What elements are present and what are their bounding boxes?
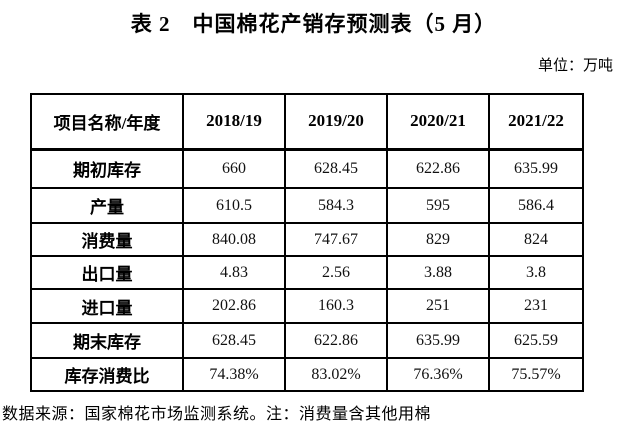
data-cell: 586.4 [488,187,584,224]
data-cell: 747.67 [284,222,388,257]
data-source-note: 数据来源：国家棉花市场监测系统。注：消费量含其他用棉 [2,406,432,423]
data-cell: 610.5 [182,187,286,224]
header-cell-year-2021-22: 2021/22 [488,93,584,151]
data-cell: 584.3 [284,187,388,224]
row-label: 期末库存 [30,322,184,359]
table-row-consumption: 消费量 840.08 747.67 829 824 [30,222,584,257]
data-cell: 231 [488,288,584,324]
header-cell-year-2019-20: 2019/20 [284,93,388,151]
data-cell: 595 [386,187,490,224]
data-cell: 251 [386,288,490,324]
data-cell: 625.59 [488,322,584,359]
data-cell: 83.02% [284,357,388,392]
data-cell: 160.3 [284,288,388,324]
row-label: 产量 [30,187,184,224]
data-cell: 628.45 [284,148,388,189]
table-row-ending-stock: 期末库存 628.45 622.86 635.99 625.59 [30,322,584,359]
data-cell: 3.88 [386,255,490,290]
table-row-beginning-stock: 期初库存 660 628.45 622.86 635.99 [30,148,584,189]
data-cell: 622.86 [386,148,490,189]
data-cell: 840.08 [182,222,286,257]
table-row-stock-to-use-ratio: 库存消费比 74.38% 83.02% 76.36% 75.57% [30,357,584,392]
table-row-import: 进口量 202.86 160.3 251 231 [30,288,584,324]
data-cell: 829 [386,222,490,257]
data-cell: 74.38% [182,357,286,392]
data-cell: 76.36% [386,357,490,392]
header-cell-year-2018-19: 2018/19 [182,93,286,151]
data-cell: 3.8 [488,255,584,290]
table-row-production: 产量 610.5 584.3 595 586.4 [30,187,584,224]
row-label: 期初库存 [30,148,184,189]
row-label: 出口量 [30,255,184,290]
data-cell: 4.83 [182,255,286,290]
data-cell: 2.56 [284,255,388,290]
row-label: 库存消费比 [30,357,184,392]
data-cell: 622.86 [284,322,388,359]
data-cell: 635.99 [488,148,584,189]
table-row-export: 出口量 4.83 2.56 3.88 3.8 [30,255,584,290]
data-cell: 75.57% [488,357,584,392]
header-cell-year-2020-21: 2020/21 [386,93,490,151]
unit-label: 单位：万吨 [537,58,613,74]
data-cell: 202.86 [182,288,286,324]
data-cell: 660 [182,148,286,189]
cotton-forecast-table: 项目名称/年度 2018/19 2019/20 2020/21 2021/22 … [30,93,584,392]
row-label: 进口量 [30,288,184,324]
header-cell-item-name: 项目名称/年度 [30,93,184,151]
header-row: 项目名称/年度 2018/19 2019/20 2020/21 2021/22 [30,93,584,151]
page-title: 表 2 中国棉花产销存预测表（5 月） [130,12,497,36]
row-label: 消费量 [30,222,184,257]
data-cell: 635.99 [386,322,490,359]
data-cell: 824 [488,222,584,257]
data-cell: 628.45 [182,322,286,359]
